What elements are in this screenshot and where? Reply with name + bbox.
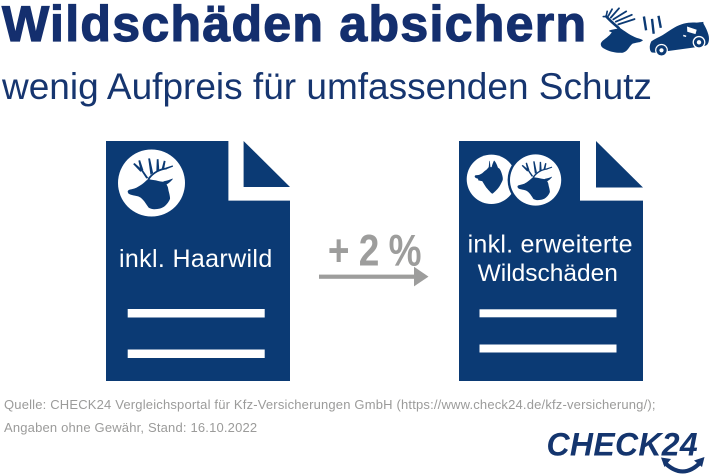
svg-text:CHECK24: CHECK24 [547,426,698,462]
svg-text:+ 2 %: + 2 % [328,225,421,270]
svg-text:Wildschäden: Wildschäden [478,260,618,287]
svg-text:inkl. Haarwild: inkl. Haarwild [119,245,273,273]
svg-text:inkl. erweiterte: inkl. erweiterte [468,230,633,258]
